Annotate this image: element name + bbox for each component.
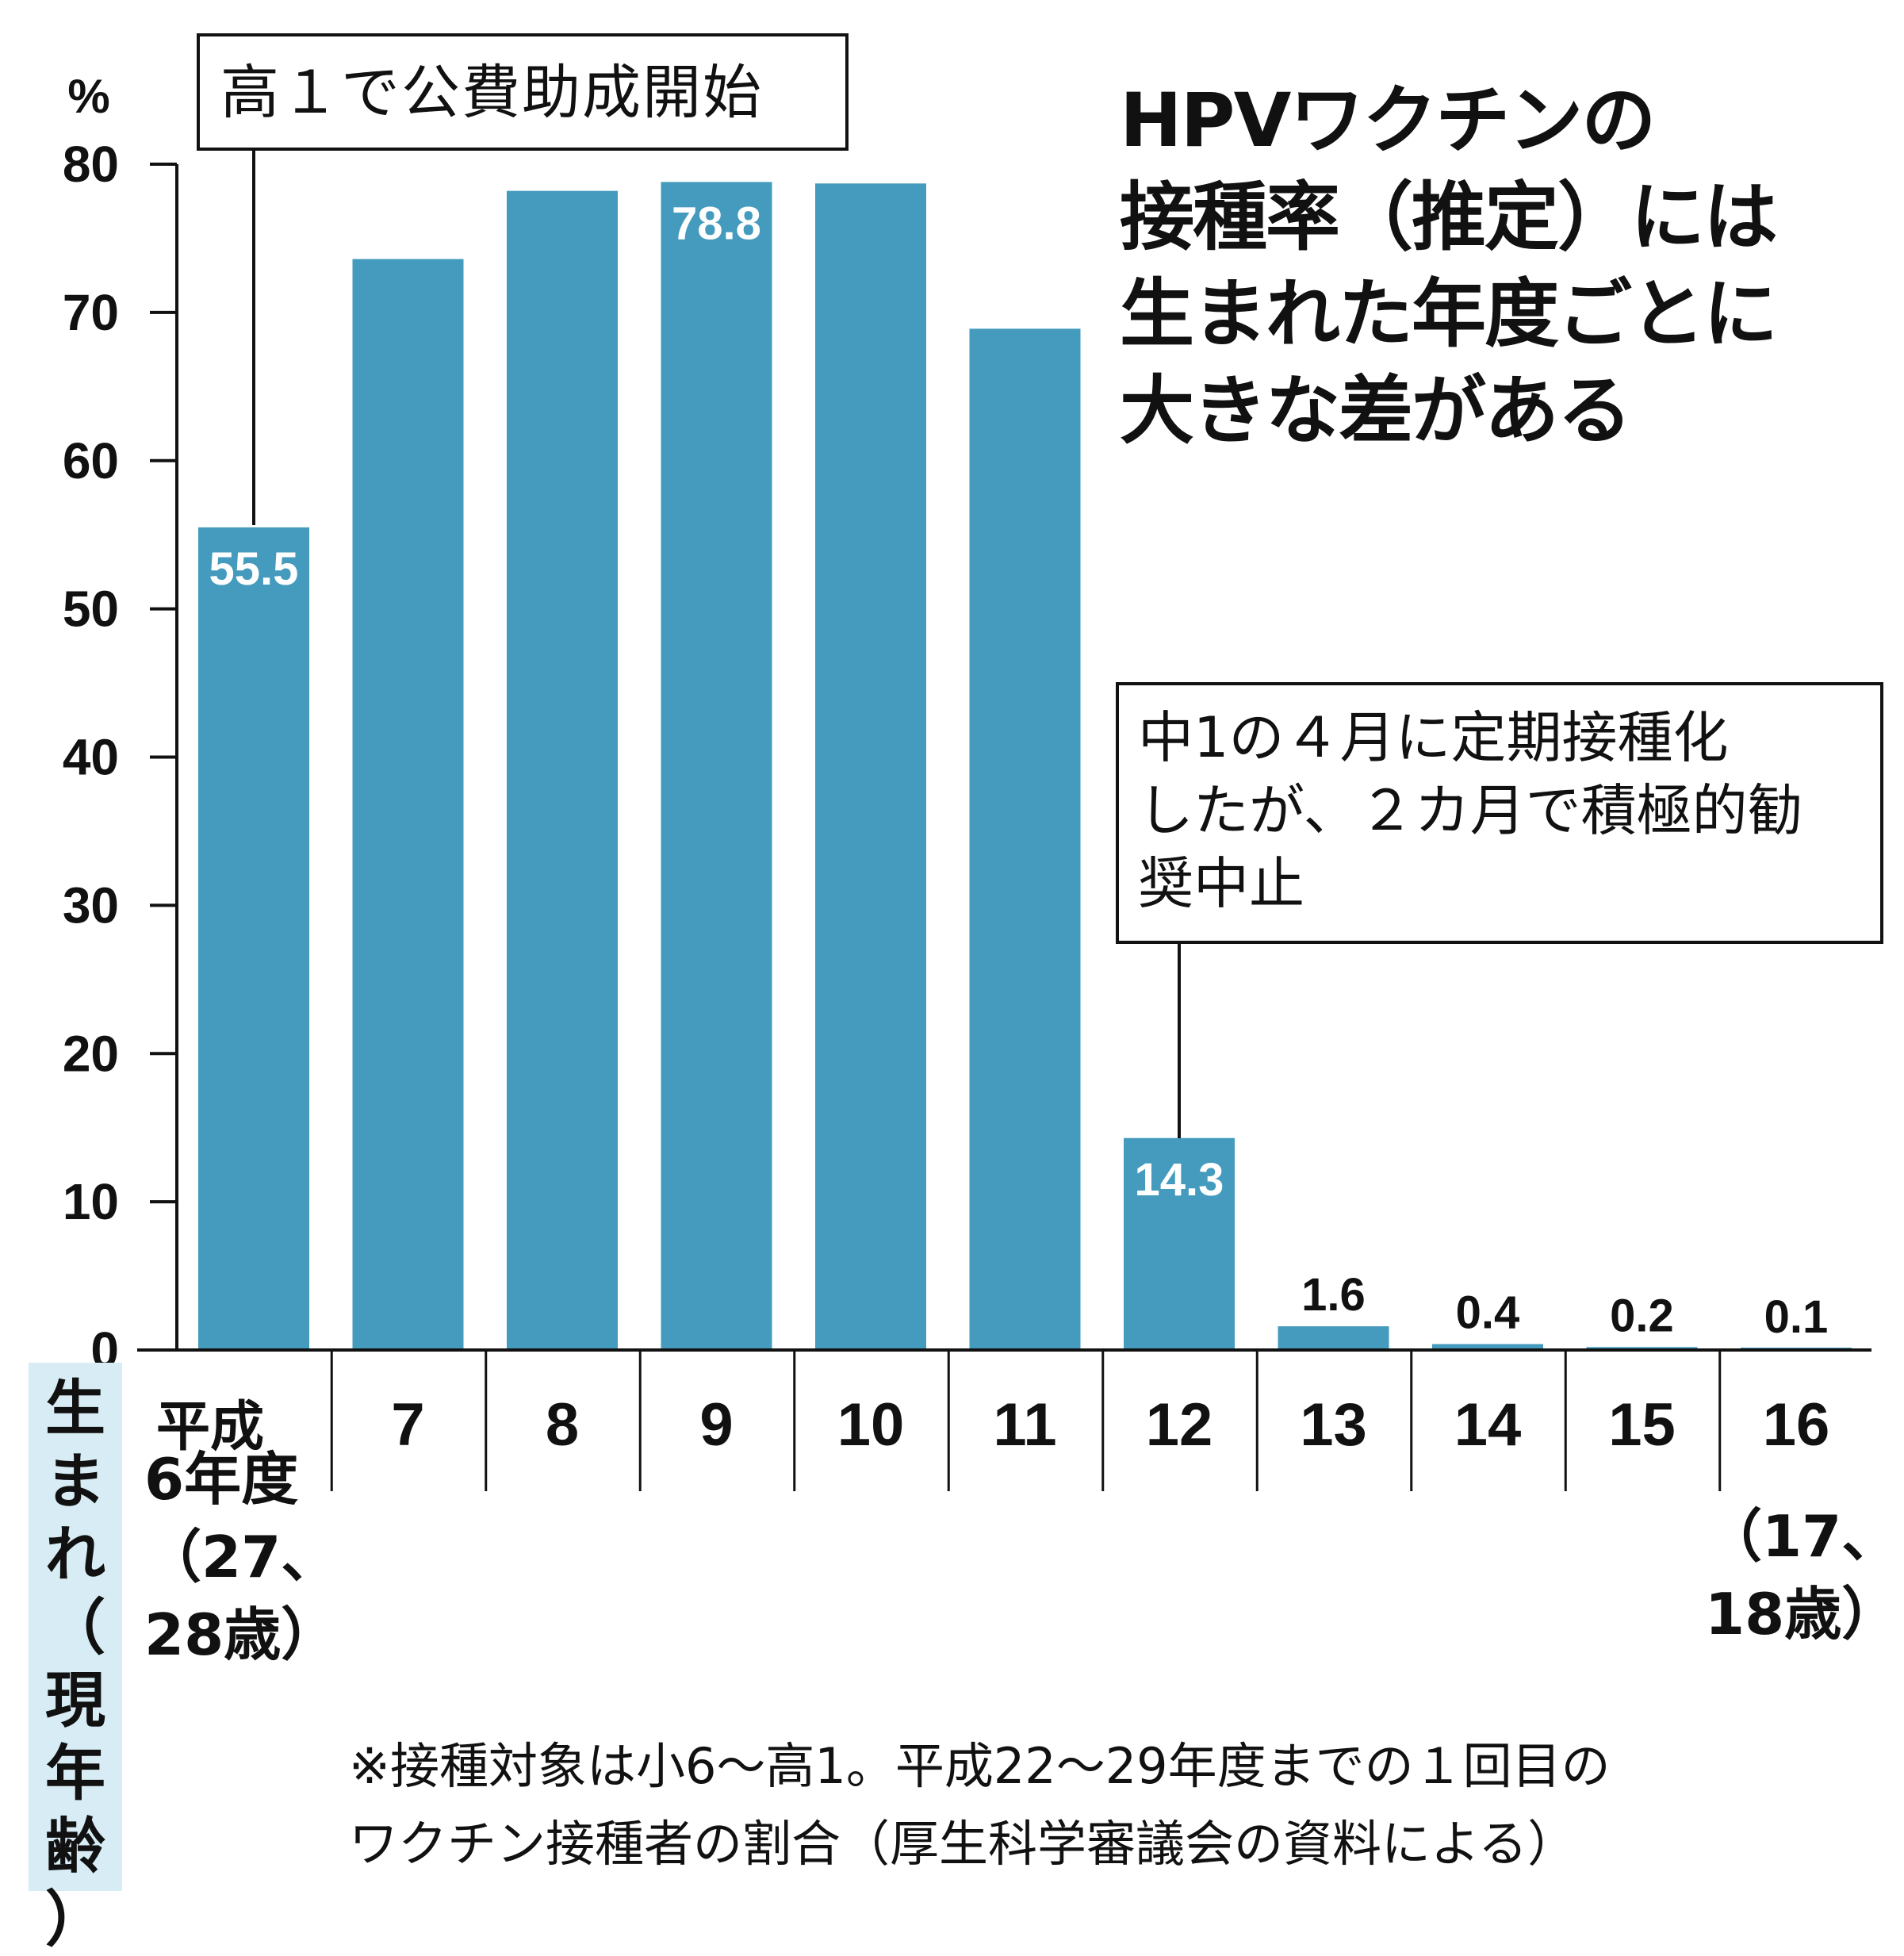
data-label: 0.1 bbox=[1764, 1291, 1829, 1343]
x-tick-label: 7 bbox=[391, 1391, 424, 1459]
bar-14 bbox=[1432, 1344, 1543, 1350]
x-tick-label: 15 bbox=[1608, 1391, 1676, 1459]
chart-title: HPVワクチンの 接種率（推定）には 生まれた年度ごとに 大きな差がある bbox=[1120, 78, 1778, 454]
y-tick-label: 70 bbox=[63, 284, 119, 341]
data-label: 0.2 bbox=[1610, 1290, 1674, 1341]
bars: 55.5 78.8 14.3 1.6 0.4 0.2 0.1 bbox=[198, 182, 1852, 1351]
data-label: 0.4 bbox=[1456, 1287, 1520, 1339]
y-tick-label: 10 bbox=[63, 1173, 119, 1230]
x-tick-label: 14 bbox=[1454, 1391, 1522, 1459]
data-label: 1.6 bbox=[1301, 1269, 1366, 1321]
x-tick-label: 12 bbox=[1146, 1391, 1213, 1459]
bar-10 bbox=[815, 183, 926, 1351]
category-note-first: 6年度 （27、 28歳） bbox=[144, 1446, 339, 1668]
data-label: 14.3 bbox=[1135, 1154, 1224, 1206]
x-tick-label: 10 bbox=[837, 1391, 905, 1459]
y-tick-label: 80 bbox=[63, 136, 119, 193]
x-tick-label: 8 bbox=[546, 1391, 579, 1459]
y-tick-label: 50 bbox=[63, 581, 119, 638]
x-axis-title-background bbox=[29, 1363, 122, 1891]
x-tick-label: 9 bbox=[699, 1391, 733, 1459]
y-axis-unit: % bbox=[67, 70, 109, 123]
y-tick-label: 20 bbox=[63, 1025, 119, 1082]
footnote: ※接種対象は小6〜高1。平成22〜29年度までの１回目の ワクチン接種者の割合（… bbox=[349, 1737, 1611, 1873]
y-tick-label: 40 bbox=[63, 729, 119, 786]
category-note-last: （17、 18歳） bbox=[1705, 1503, 1899, 1647]
bar-9 bbox=[661, 182, 772, 1350]
x-tick-label: 平成 bbox=[156, 1397, 264, 1457]
bar-平成 bbox=[198, 527, 309, 1350]
data-label: 55.5 bbox=[209, 543, 299, 595]
x-tick-label: 13 bbox=[1300, 1391, 1367, 1459]
x-tick-label: 16 bbox=[1763, 1391, 1830, 1459]
data-label: 78.8 bbox=[672, 198, 761, 249]
x-axis: 平成 7 8 9 10 11 12 13 14 15 16 bbox=[137, 1348, 1871, 1491]
callout-leaders bbox=[252, 151, 1181, 1138]
bar-7 bbox=[352, 259, 464, 1351]
bar-11 bbox=[969, 328, 1081, 1350]
x-axis-title: 生 ま れ （ 現 年 齢 ） bbox=[45, 1373, 105, 1954]
y-tick-label: 60 bbox=[63, 432, 119, 489]
y-tick-label: 30 bbox=[63, 876, 119, 934]
bar-8 bbox=[507, 190, 618, 1351]
bar-12 bbox=[1124, 1137, 1235, 1350]
bar-13 bbox=[1278, 1326, 1389, 1350]
callout-subsidy-start: 高１で公費助成開始 bbox=[197, 33, 849, 151]
x-tick-label: 11 bbox=[993, 1391, 1056, 1459]
callout-recommendation-suspended: 中1の４月に定期接種化 したが、２カ月で積極的勧 奨中止 bbox=[1116, 682, 1883, 944]
